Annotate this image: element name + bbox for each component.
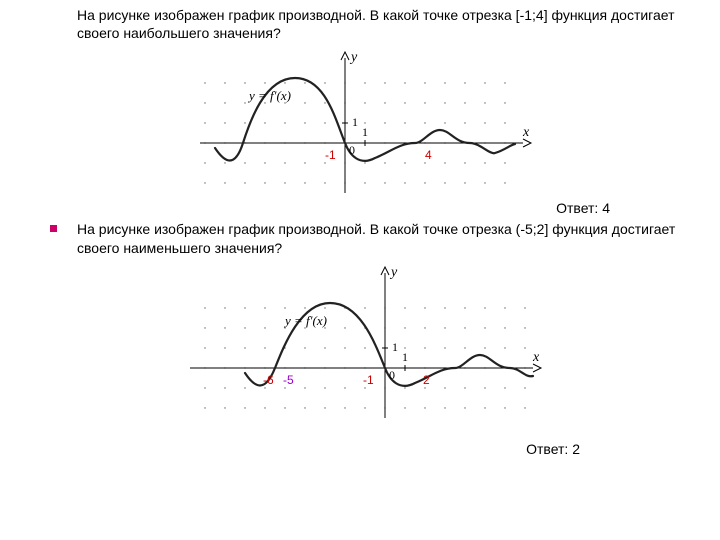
answer-2: Ответ: 2 xyxy=(50,441,680,457)
interval-mark: 2 xyxy=(423,373,430,387)
problem-2-statement: На рисунке изображен график производной.… xyxy=(50,220,680,256)
tick-y-label: 1 xyxy=(352,115,358,130)
bullet-icon xyxy=(50,225,57,232)
y-axis-label: y xyxy=(391,265,397,281)
interval-mark: 4 xyxy=(425,148,432,162)
problem-2: На рисунке изображен график производной.… xyxy=(50,220,680,456)
interval-mark: -5 xyxy=(283,373,294,387)
chart-1: yx011y = f′(x)-14 xyxy=(195,48,535,198)
chart-2: yx011y = f′(x)-6-5-12 xyxy=(185,263,545,423)
tick-y-label: 1 xyxy=(392,340,398,355)
chart-svg xyxy=(185,263,545,423)
problem-1: На рисунке изображен график производной.… xyxy=(50,6,680,216)
function-label: y = f′(x) xyxy=(285,313,327,329)
chart-svg xyxy=(195,48,535,198)
x-axis-label: x xyxy=(533,350,539,366)
y-axis-label: y xyxy=(351,50,357,66)
interval-mark: -1 xyxy=(363,373,374,387)
tick-x-label: 1 xyxy=(402,350,408,365)
answer-1: Ответ: 4 xyxy=(50,200,680,216)
tick-x-label: 1 xyxy=(362,125,368,140)
origin-label: 0 xyxy=(349,143,355,158)
x-axis-label: x xyxy=(523,125,529,141)
problem-1-text: На рисунке изображен график производной.… xyxy=(77,6,680,42)
problem-1-statement: На рисунке изображен график производной.… xyxy=(50,6,680,42)
problem-2-text: На рисунке изображен график производной.… xyxy=(77,220,680,256)
function-label: y = f′(x) xyxy=(249,88,291,104)
interval-mark: -6 xyxy=(263,373,274,387)
origin-label: 0 xyxy=(389,368,395,383)
interval-mark: -1 xyxy=(325,148,336,162)
